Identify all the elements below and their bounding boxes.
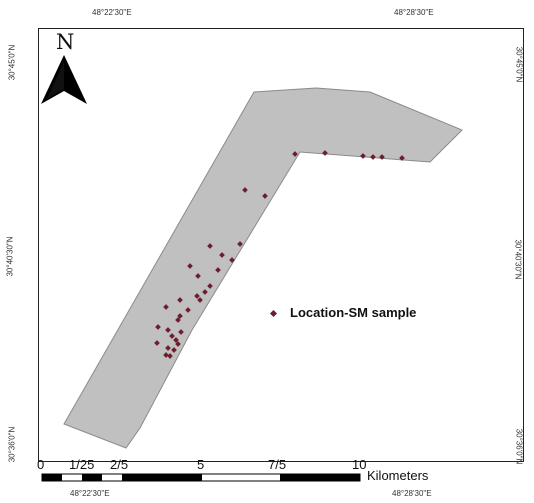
sample-point <box>292 151 298 157</box>
graticule-label-bottom-left: 48°22'30"E <box>70 489 110 498</box>
scale-label-5: 5 <box>197 457 205 472</box>
sample-point <box>229 257 235 263</box>
sample-point <box>175 341 181 347</box>
sample-point <box>207 243 213 249</box>
sample-point <box>155 324 161 330</box>
scale-units-label: Kilometers <box>367 468 429 483</box>
sample-point <box>169 333 175 339</box>
sample-point <box>215 267 221 273</box>
sample-points <box>154 150 405 359</box>
legend-label: Location-SM sample <box>290 305 417 320</box>
sample-point <box>187 263 193 269</box>
sample-point <box>262 193 268 199</box>
sample-point <box>178 329 184 335</box>
scale-label-2-5: 2/5 <box>110 457 129 472</box>
sample-point <box>194 293 200 299</box>
sample-point <box>195 273 201 279</box>
study-area-polygon <box>63 87 463 449</box>
sample-point <box>322 150 328 156</box>
sample-point <box>165 327 171 333</box>
sample-point <box>197 297 203 303</box>
scale-label-0: 0 <box>37 457 45 472</box>
sample-point <box>202 289 208 295</box>
map-frame <box>38 28 524 462</box>
sample-point <box>171 347 177 353</box>
scale-bar <box>41 473 361 482</box>
scale-label-1-25: 1/25 <box>69 457 95 472</box>
sample-point <box>360 153 366 159</box>
sample-point <box>399 155 405 161</box>
sample-point <box>167 353 173 359</box>
sample-point <box>185 307 191 313</box>
scale-label-10: 10 <box>352 457 367 472</box>
sample-point <box>175 317 181 323</box>
sample-point <box>163 352 169 358</box>
sample-point <box>207 283 213 289</box>
sample-point <box>219 252 225 258</box>
north-label: N <box>56 30 75 54</box>
sample-point <box>154 340 160 346</box>
sample-point <box>370 154 376 160</box>
sample-point <box>237 241 243 247</box>
sample-point <box>173 337 179 343</box>
sample-point <box>163 304 169 310</box>
sample-point <box>242 187 248 193</box>
graticule-label-top-left: 48°22'30"E <box>92 8 132 17</box>
sample-point <box>165 345 171 351</box>
scale-label-7-5: 7/5 <box>268 457 287 472</box>
sample-point <box>177 313 183 319</box>
graticule-label-bottom-right: 48°28'30"E <box>392 489 432 498</box>
sample-point <box>177 297 183 303</box>
sample-point <box>379 154 385 160</box>
north-arrow-icon <box>41 55 87 104</box>
graticule-label-top-right: 48°28'30"E <box>394 8 434 17</box>
